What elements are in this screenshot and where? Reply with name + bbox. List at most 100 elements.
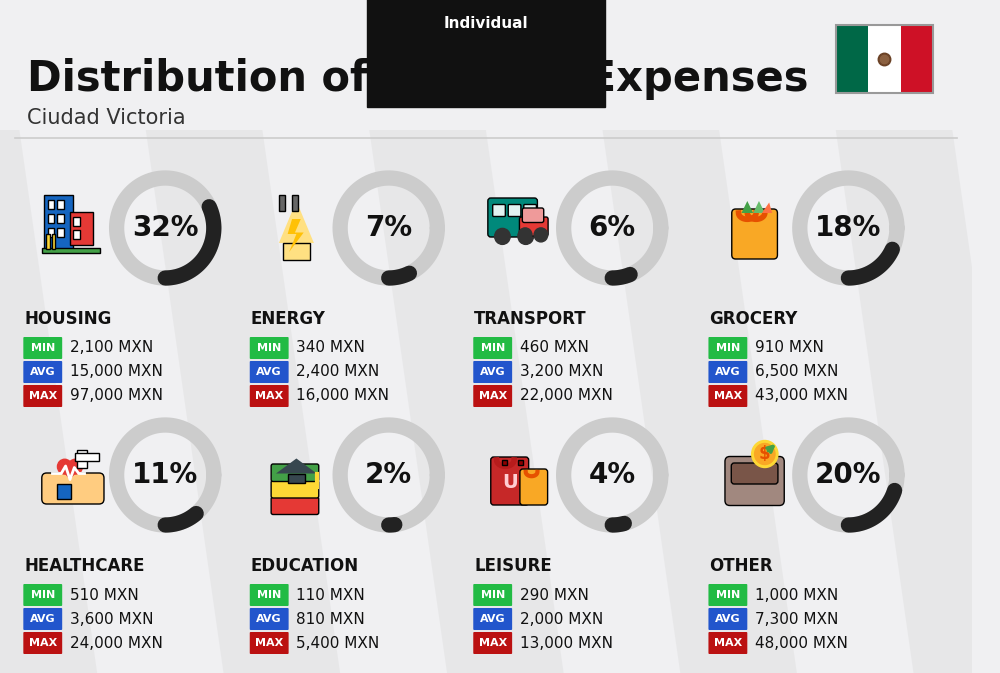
Text: MAX: MAX xyxy=(255,391,283,401)
Circle shape xyxy=(755,444,775,464)
Polygon shape xyxy=(146,130,340,673)
Text: 3,200 MXN: 3,200 MXN xyxy=(520,365,603,380)
FancyBboxPatch shape xyxy=(250,632,289,654)
Text: 5,400 MXN: 5,400 MXN xyxy=(296,635,380,651)
Text: 7,300 MXN: 7,300 MXN xyxy=(755,612,838,627)
Text: MAX: MAX xyxy=(479,391,507,401)
Text: 3,600 MXN: 3,600 MXN xyxy=(70,612,153,627)
FancyBboxPatch shape xyxy=(524,205,536,217)
Text: MIN: MIN xyxy=(716,590,740,600)
FancyBboxPatch shape xyxy=(70,211,93,244)
Text: 2,400 MXN: 2,400 MXN xyxy=(296,365,380,380)
Text: AVG: AVG xyxy=(30,614,56,624)
Text: AVG: AVG xyxy=(715,614,741,624)
FancyBboxPatch shape xyxy=(23,608,62,630)
Text: 7%: 7% xyxy=(365,214,412,242)
Text: MAX: MAX xyxy=(29,391,57,401)
FancyBboxPatch shape xyxy=(522,208,544,223)
Text: GROCERY: GROCERY xyxy=(709,310,798,328)
Circle shape xyxy=(518,228,534,244)
Text: MAX: MAX xyxy=(479,638,507,648)
FancyBboxPatch shape xyxy=(283,243,310,260)
Text: OTHER: OTHER xyxy=(709,557,773,575)
Text: Individual: Individual xyxy=(444,16,528,31)
Circle shape xyxy=(752,441,778,468)
FancyBboxPatch shape xyxy=(271,481,319,498)
FancyBboxPatch shape xyxy=(473,608,512,630)
Text: HEALTHCARE: HEALTHCARE xyxy=(24,557,145,575)
FancyBboxPatch shape xyxy=(708,385,747,407)
Text: MIN: MIN xyxy=(31,590,55,600)
Text: 810 MXN: 810 MXN xyxy=(296,612,365,627)
FancyBboxPatch shape xyxy=(519,217,548,236)
Text: MIN: MIN xyxy=(257,343,281,353)
FancyBboxPatch shape xyxy=(23,385,62,407)
Text: MAX: MAX xyxy=(714,638,742,648)
Text: Ciudad Victoria: Ciudad Victoria xyxy=(27,108,186,128)
Polygon shape xyxy=(279,201,314,243)
Text: 43,000 MXN: 43,000 MXN xyxy=(755,388,848,404)
Text: AVG: AVG xyxy=(256,614,282,624)
FancyBboxPatch shape xyxy=(73,229,80,238)
Text: MAX: MAX xyxy=(29,638,57,648)
FancyBboxPatch shape xyxy=(836,25,868,93)
FancyBboxPatch shape xyxy=(75,453,99,461)
Text: 24,000 MXN: 24,000 MXN xyxy=(70,635,163,651)
FancyBboxPatch shape xyxy=(708,632,747,654)
FancyBboxPatch shape xyxy=(57,484,71,499)
Text: 2,100 MXN: 2,100 MXN xyxy=(70,341,153,355)
FancyBboxPatch shape xyxy=(23,337,62,359)
FancyBboxPatch shape xyxy=(725,456,784,505)
Text: MIN: MIN xyxy=(481,343,505,353)
Text: MAX: MAX xyxy=(255,638,283,648)
FancyBboxPatch shape xyxy=(271,497,319,514)
FancyBboxPatch shape xyxy=(48,200,54,209)
Text: 13,000 MXN: 13,000 MXN xyxy=(520,635,613,651)
FancyBboxPatch shape xyxy=(292,195,298,211)
FancyBboxPatch shape xyxy=(520,469,548,505)
FancyBboxPatch shape xyxy=(44,195,73,249)
FancyBboxPatch shape xyxy=(57,200,64,209)
Text: 15,000 MXN: 15,000 MXN xyxy=(70,365,163,380)
Polygon shape xyxy=(762,203,772,213)
Text: U: U xyxy=(502,473,518,492)
Text: 6%: 6% xyxy=(589,214,636,242)
Text: 20%: 20% xyxy=(815,461,882,489)
FancyBboxPatch shape xyxy=(73,217,80,225)
Circle shape xyxy=(68,459,82,474)
Text: AVG: AVG xyxy=(480,367,506,377)
Polygon shape xyxy=(60,468,80,480)
FancyBboxPatch shape xyxy=(250,608,289,630)
Polygon shape xyxy=(276,458,317,474)
FancyBboxPatch shape xyxy=(473,632,512,654)
Text: AVG: AVG xyxy=(256,367,282,377)
Circle shape xyxy=(534,228,548,242)
Text: LEISURE: LEISURE xyxy=(474,557,552,575)
FancyBboxPatch shape xyxy=(473,361,512,383)
Polygon shape xyxy=(0,130,97,673)
Polygon shape xyxy=(836,130,1000,673)
Text: 290 MXN: 290 MXN xyxy=(520,588,589,602)
Circle shape xyxy=(57,459,72,474)
Text: MAX: MAX xyxy=(714,391,742,401)
FancyBboxPatch shape xyxy=(518,460,523,465)
Text: 1,000 MXN: 1,000 MXN xyxy=(755,588,838,602)
FancyBboxPatch shape xyxy=(708,608,747,630)
FancyBboxPatch shape xyxy=(250,584,289,606)
Circle shape xyxy=(518,228,532,242)
FancyBboxPatch shape xyxy=(508,205,521,217)
FancyBboxPatch shape xyxy=(901,25,933,93)
FancyBboxPatch shape xyxy=(42,248,100,254)
FancyBboxPatch shape xyxy=(279,195,285,211)
FancyBboxPatch shape xyxy=(732,209,777,259)
Text: AVG: AVG xyxy=(480,614,506,624)
FancyBboxPatch shape xyxy=(473,584,512,606)
Text: HOUSING: HOUSING xyxy=(24,310,112,328)
FancyBboxPatch shape xyxy=(708,337,747,359)
FancyBboxPatch shape xyxy=(48,228,54,237)
Text: ENERGY: ENERGY xyxy=(251,310,326,328)
FancyBboxPatch shape xyxy=(708,361,747,383)
FancyBboxPatch shape xyxy=(77,450,87,468)
FancyBboxPatch shape xyxy=(42,473,104,504)
FancyBboxPatch shape xyxy=(250,385,289,407)
